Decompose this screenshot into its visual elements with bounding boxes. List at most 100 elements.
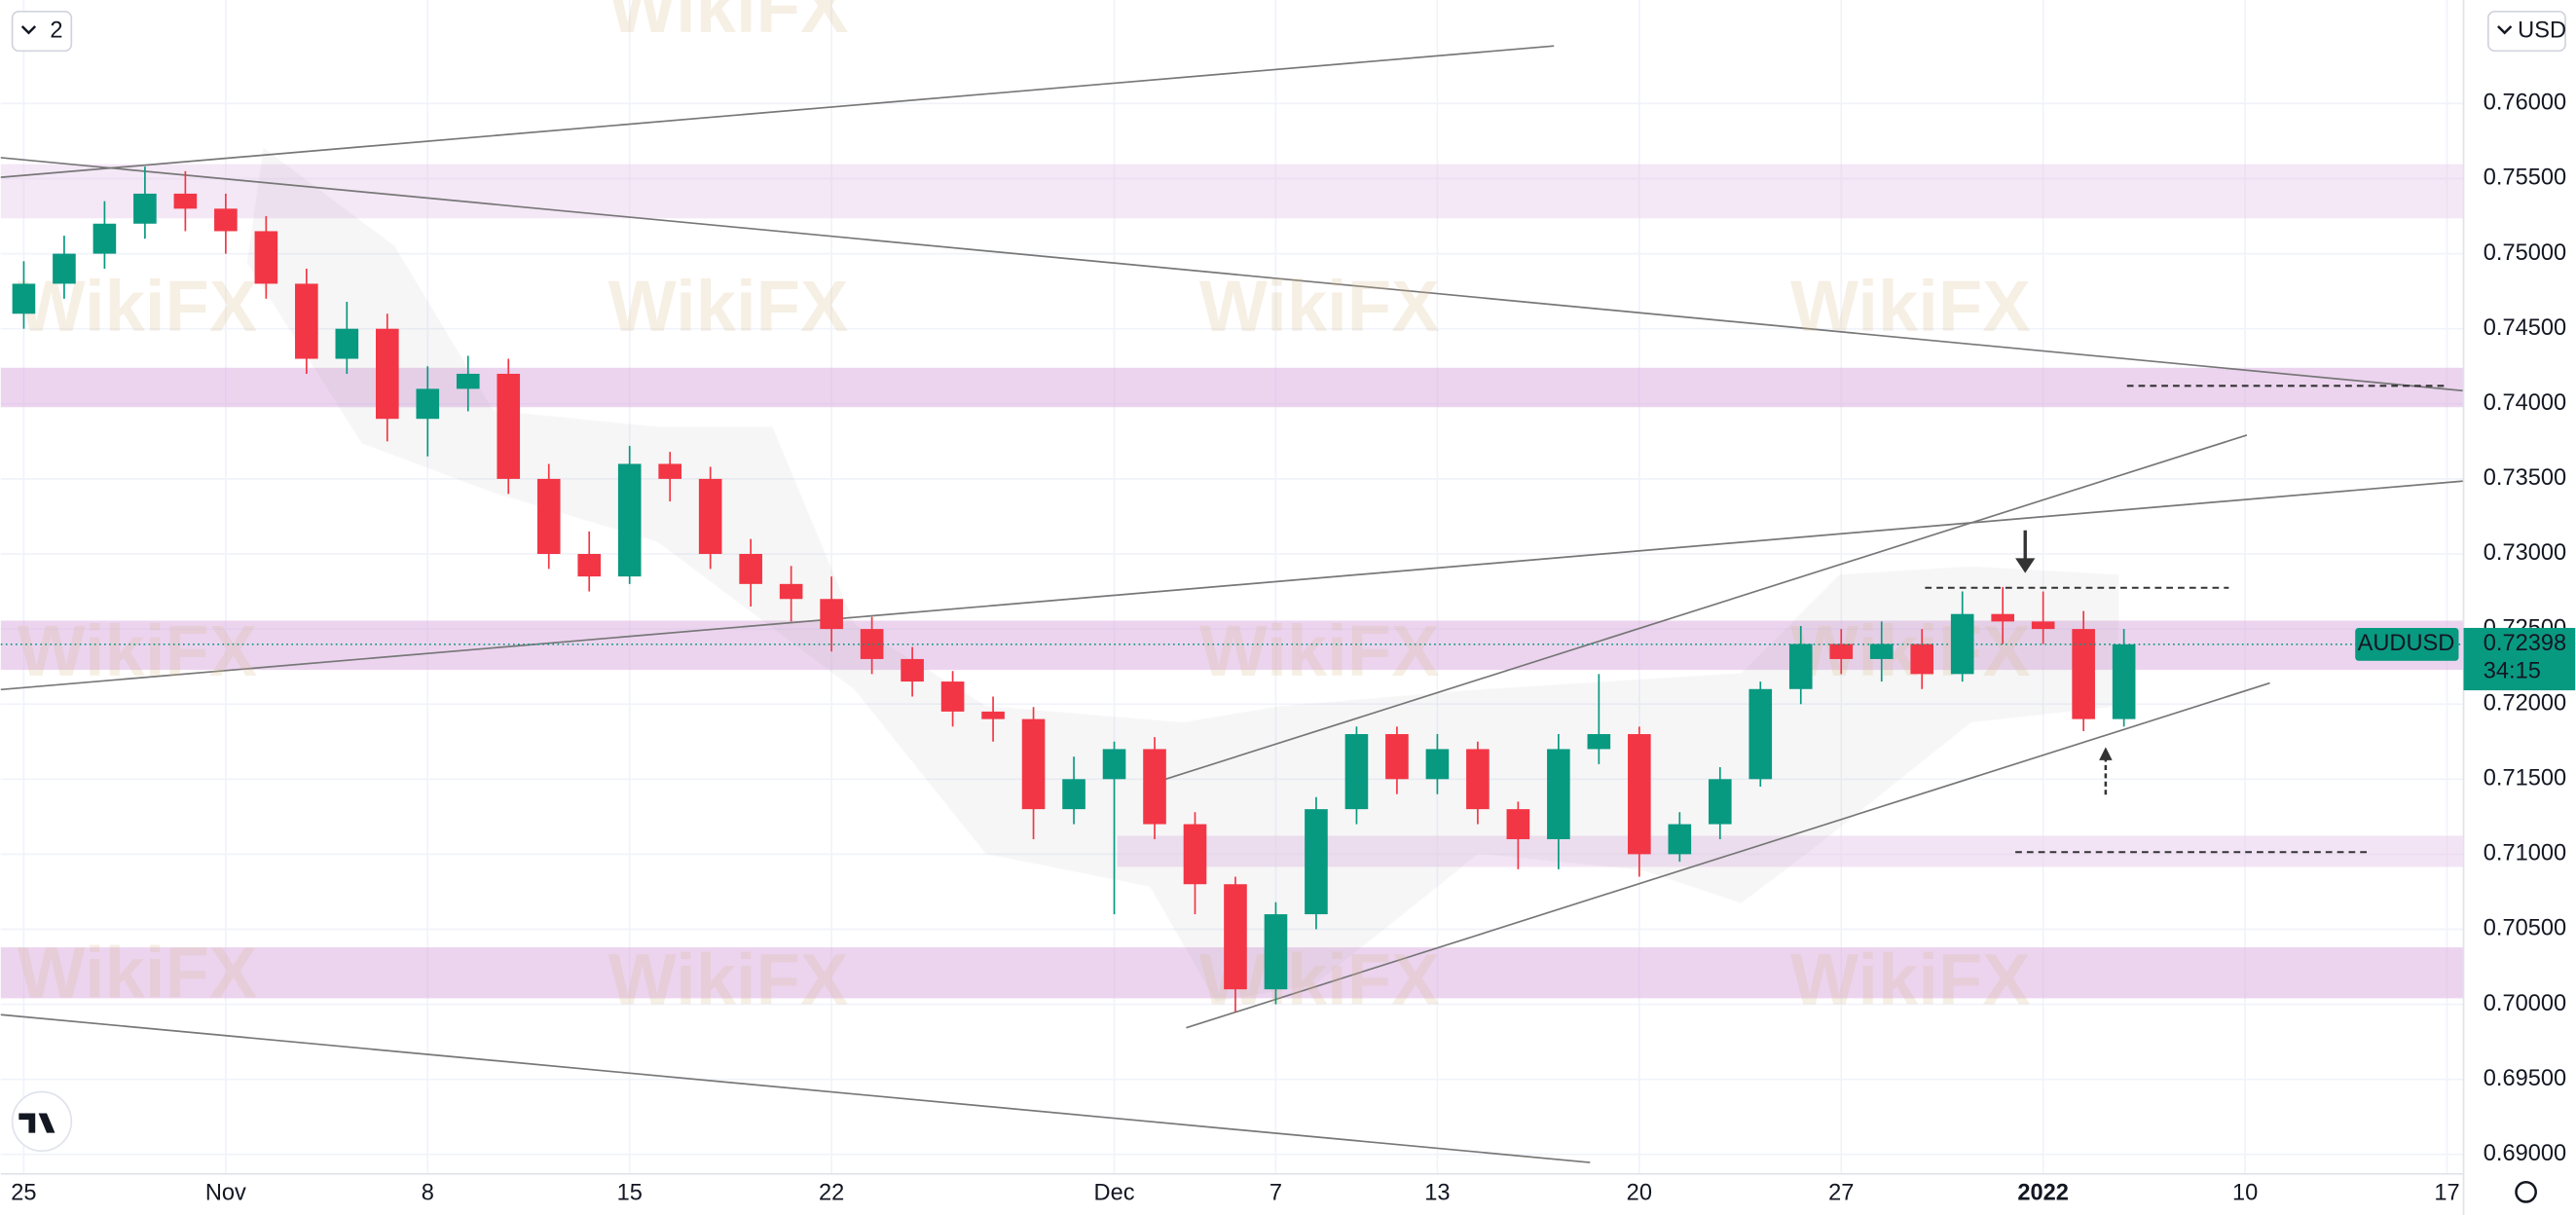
settings-icon[interactable] bbox=[2515, 1181, 2537, 1203]
candle-body bbox=[92, 223, 117, 254]
candles bbox=[0, 166, 2464, 1012]
arrow-head bbox=[2015, 558, 2036, 573]
candle-body bbox=[940, 681, 965, 712]
chevron bbox=[20, 25, 37, 35]
candle-body bbox=[456, 373, 480, 389]
candle-body bbox=[375, 328, 399, 420]
x-tick-label: 8 bbox=[422, 1180, 434, 1205]
candle-body bbox=[1991, 613, 2014, 622]
chevron bbox=[2497, 25, 2513, 35]
logo-mark bbox=[18, 1113, 55, 1133]
watermark: WikiFX bbox=[608, 0, 849, 48]
candle-body bbox=[1021, 718, 1046, 810]
interval-badge: 2 bbox=[50, 18, 62, 43]
candle-body bbox=[1425, 749, 1450, 780]
price-axis bbox=[2463, 0, 2576, 1215]
candle-body bbox=[1466, 749, 1490, 810]
zone bbox=[0, 367, 2464, 408]
last-price-label: 0.72398 bbox=[2484, 631, 2566, 656]
candle-body bbox=[981, 711, 1005, 719]
y-tick-label: 0.69500 bbox=[2484, 1066, 2566, 1091]
candle-body bbox=[1668, 824, 1692, 855]
arrow-head bbox=[2099, 747, 2113, 760]
y-tick-label: 0.73000 bbox=[2484, 540, 2566, 566]
zones bbox=[0, 164, 2464, 999]
candle-body bbox=[617, 463, 642, 577]
candle-body bbox=[497, 373, 521, 479]
y-tick-label: 0.70500 bbox=[2484, 916, 2566, 941]
candle-body bbox=[254, 231, 278, 284]
y-tick-label: 0.71000 bbox=[2484, 841, 2566, 866]
candle-body bbox=[1143, 749, 1166, 825]
candle-body bbox=[2072, 629, 2095, 719]
watermark: WikiFX bbox=[18, 610, 258, 691]
symbol-label: AUDUSD bbox=[2358, 631, 2455, 656]
candle-body bbox=[1628, 734, 1651, 855]
candle-body bbox=[1305, 809, 1328, 915]
candle-body bbox=[536, 478, 561, 554]
y-tick-label: 0.75000 bbox=[2484, 240, 2566, 266]
candle-body bbox=[1183, 824, 1207, 885]
y-tick-label: 0.71500 bbox=[2484, 766, 2566, 792]
symbol-tag bbox=[2355, 627, 2459, 661]
candle-body bbox=[1587, 734, 1611, 750]
candle-body bbox=[1547, 749, 1570, 839]
watermark: WikiFX bbox=[18, 933, 258, 1013]
candle-body bbox=[1224, 884, 1247, 990]
trend-lines bbox=[0, 45, 2464, 1163]
candle-body bbox=[2031, 621, 2055, 630]
countdown: 34:15 bbox=[2484, 659, 2541, 684]
candle-body bbox=[1708, 779, 1732, 825]
interval-button[interactable] bbox=[11, 10, 73, 53]
trend-line bbox=[0, 157, 2464, 392]
candle-body bbox=[1344, 734, 1369, 810]
y-tick-label: 0.70000 bbox=[2484, 991, 2566, 1016]
candle-body bbox=[173, 193, 198, 209]
candle-body bbox=[214, 208, 238, 232]
candle-body bbox=[577, 553, 602, 577]
currency-button[interactable] bbox=[2486, 10, 2566, 53]
candle-body bbox=[133, 193, 157, 224]
x-tick-label: Dec bbox=[1094, 1180, 1135, 1205]
x-tick-label: 20 bbox=[1627, 1180, 1652, 1205]
candle-body bbox=[698, 478, 722, 554]
candle-body bbox=[779, 583, 803, 600]
watermarks: WikiFX WikiFX WikiFX WikiFX WikiFX WikiF… bbox=[18, 0, 2031, 1019]
y-tick-label: 0.76000 bbox=[2484, 91, 2566, 116]
candle-body bbox=[1829, 644, 1854, 659]
candle-body bbox=[1062, 779, 1086, 810]
watermark: WikiFX bbox=[608, 939, 849, 1019]
candle-body bbox=[335, 328, 359, 359]
candle-body bbox=[1910, 644, 1934, 675]
price-tag bbox=[2463, 627, 2576, 691]
candle-body bbox=[53, 253, 76, 284]
x-tick-label: 7 bbox=[1270, 1180, 1282, 1205]
trend-line bbox=[0, 1013, 1591, 1163]
candle-body bbox=[12, 283, 36, 314]
candle-body bbox=[1869, 644, 1894, 659]
candle-body bbox=[1748, 688, 1773, 780]
watermark: WikiFX bbox=[1199, 266, 1440, 347]
candle-body bbox=[860, 629, 884, 659]
zone bbox=[0, 164, 2464, 219]
logo[interactable] bbox=[11, 1090, 73, 1153]
x-tick-label: 2022 bbox=[2017, 1180, 2069, 1205]
candle-body bbox=[1506, 809, 1530, 839]
trend-line bbox=[0, 480, 2464, 691]
x-tick-label: 13 bbox=[1424, 1180, 1450, 1205]
watermark: WikiFX bbox=[1199, 610, 1440, 691]
watermark: WikiFX bbox=[1790, 266, 2031, 347]
trend-line bbox=[0, 45, 1555, 178]
currency: USD bbox=[2518, 18, 2566, 43]
candle-body bbox=[658, 463, 681, 479]
y-tick-label: 0.74500 bbox=[2484, 315, 2566, 341]
channel-band bbox=[246, 147, 2119, 1003]
candle-body bbox=[295, 283, 318, 359]
x-tick-label: Nov bbox=[205, 1180, 246, 1205]
trend-line bbox=[1186, 681, 2270, 1029]
trend-line bbox=[1162, 434, 2248, 781]
candle-body bbox=[1264, 914, 1288, 990]
x-tick-label: 27 bbox=[1828, 1180, 1854, 1205]
